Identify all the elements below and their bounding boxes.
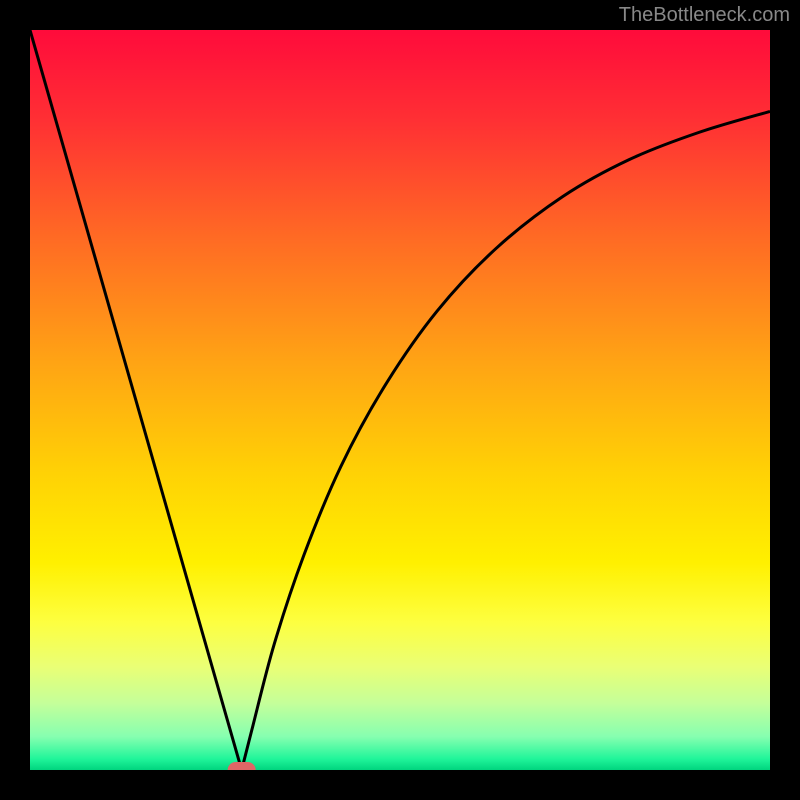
gradient-background	[30, 30, 770, 770]
chart-container: TheBottleneck.com	[0, 0, 800, 800]
watermark-text: TheBottleneck.com	[619, 4, 790, 27]
plot-area	[30, 30, 770, 770]
